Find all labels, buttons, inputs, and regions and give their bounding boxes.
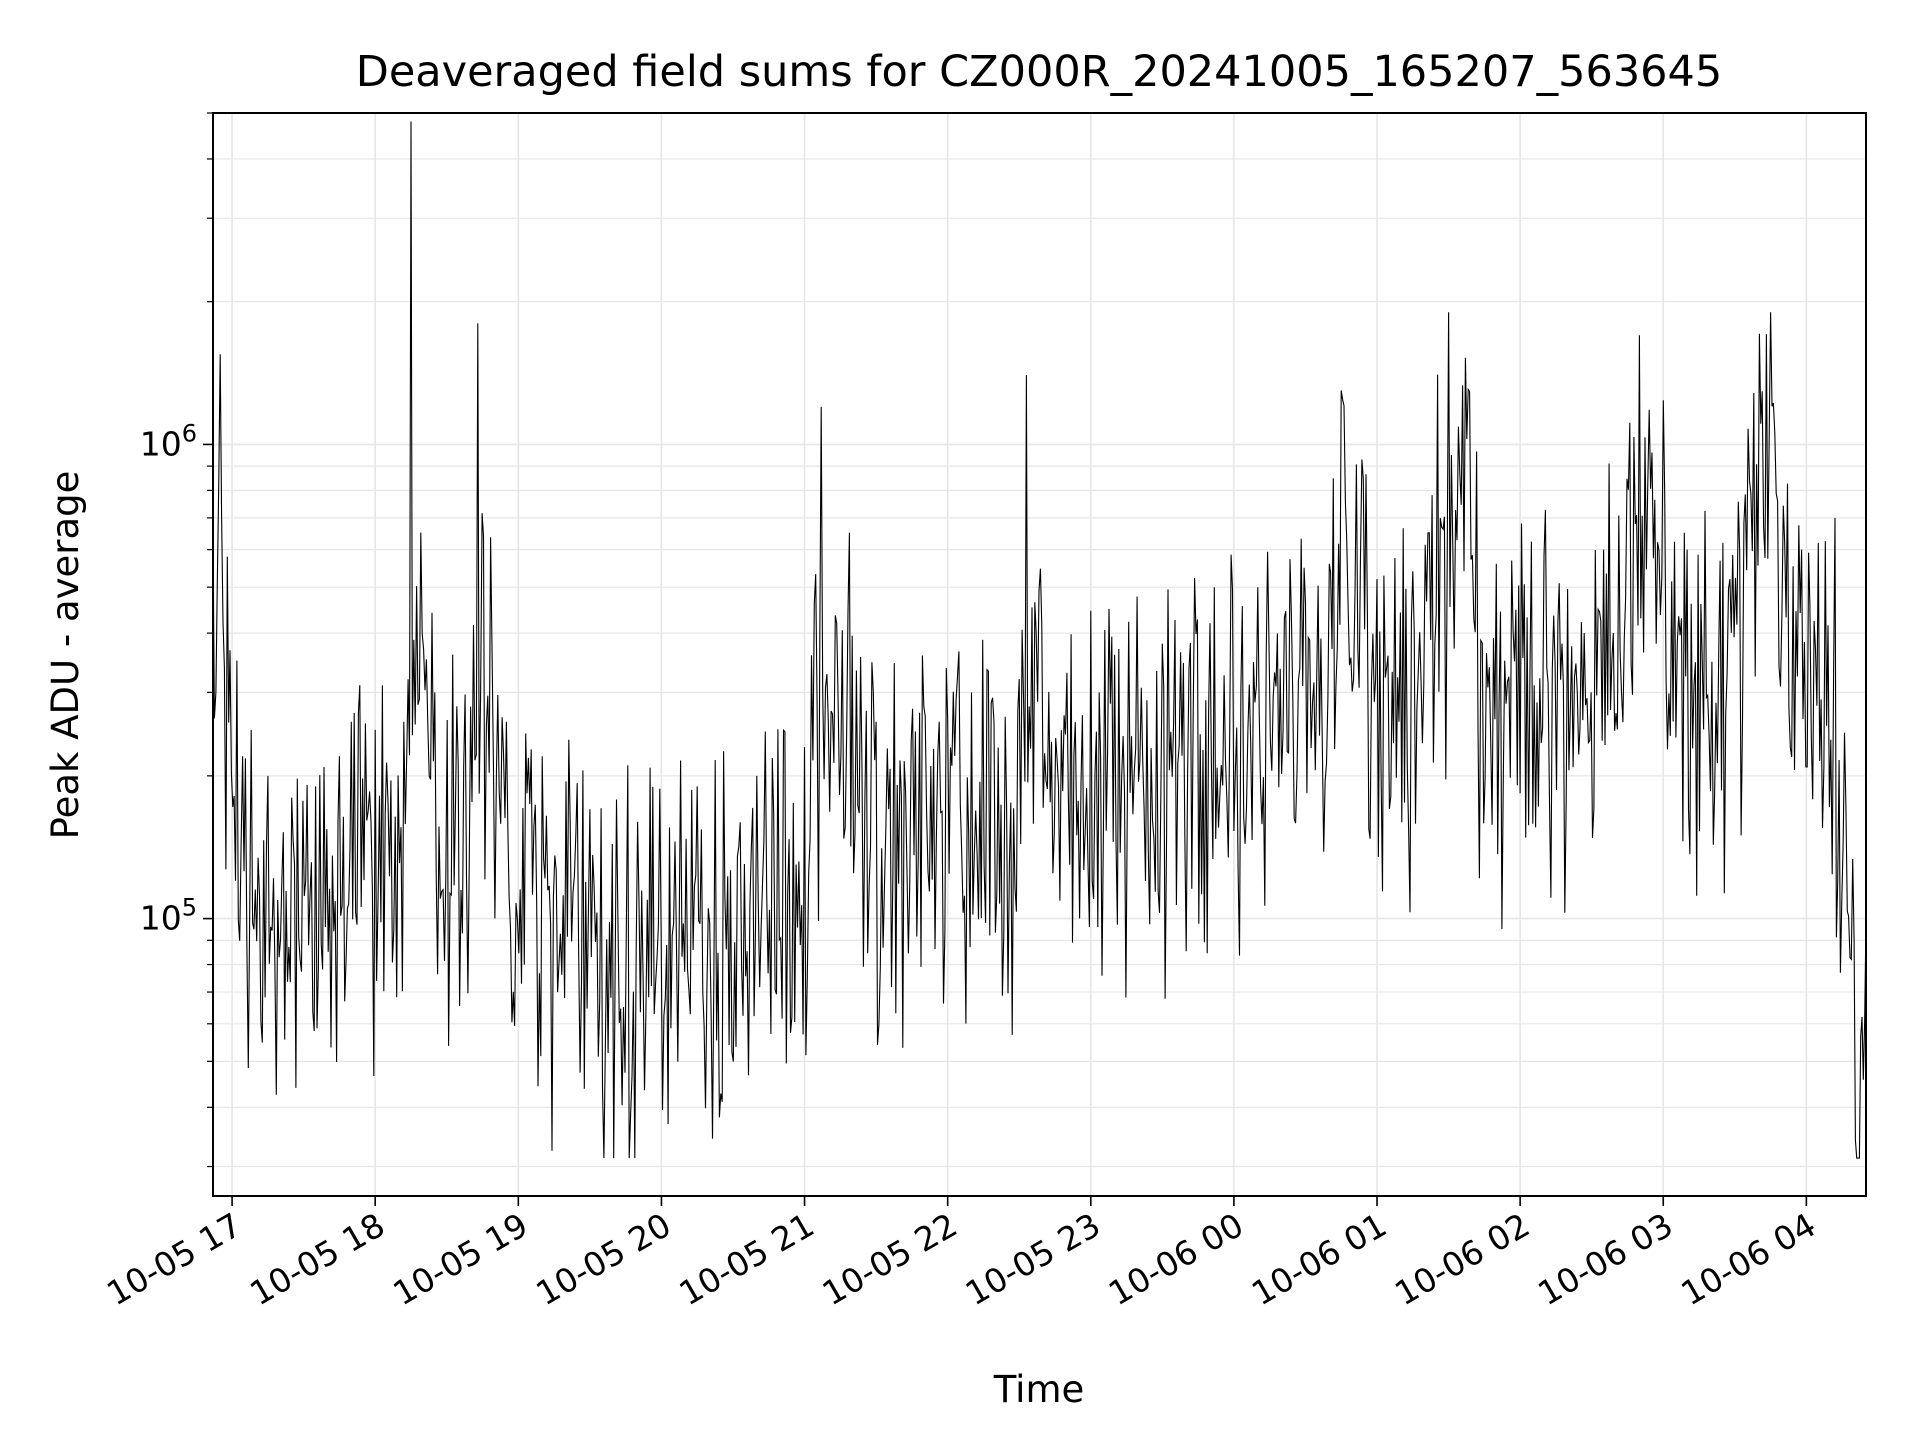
y-axis-label: Peak ADU - average <box>44 471 87 840</box>
chart-title: Deaveraged field sums for CZ000R_2024100… <box>356 47 1723 97</box>
y-tick-label: 106 <box>140 419 197 463</box>
y-tick-label: 105 <box>140 894 197 938</box>
series-line <box>212 121 1867 1159</box>
x-axis-label: Time <box>993 1368 1085 1411</box>
plot-frame <box>212 112 1867 1197</box>
grid <box>213 112 1866 1196</box>
